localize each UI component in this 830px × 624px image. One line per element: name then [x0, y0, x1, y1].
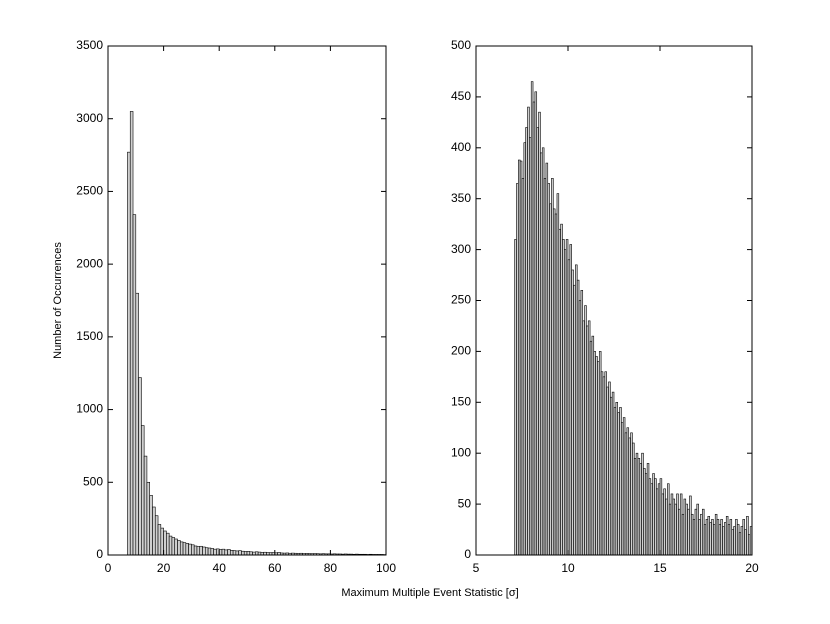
bar: [235, 550, 239, 555]
y-tick-label: 350: [451, 191, 471, 205]
bar: [143, 455, 148, 555]
bar: [135, 292, 139, 555]
y-tick-label: 450: [451, 89, 471, 103]
y-tick-label: 50: [458, 496, 472, 510]
bar: [174, 538, 178, 555]
y-tick-label: 250: [451, 293, 471, 307]
x-tick-label: 10: [561, 561, 575, 575]
axes-box: [107, 45, 387, 556]
bar: [205, 547, 209, 555]
bar: [185, 543, 189, 555]
x-tick-label: 40: [213, 561, 227, 575]
x-tick-label: 5: [473, 561, 480, 575]
bar: [238, 550, 242, 555]
x-tick-label: 80: [324, 561, 338, 575]
y-tick-label: 400: [451, 140, 471, 154]
x-tick-label: 0: [105, 561, 112, 575]
bar: [166, 532, 170, 555]
y-axis-label: Number of Occurrences: [52, 242, 64, 359]
bar: [210, 548, 214, 555]
y-tick-label: 500: [83, 474, 103, 488]
bar: [188, 543, 192, 555]
y-tick-label: 500: [451, 38, 471, 52]
bar: [196, 546, 201, 555]
bar: [179, 541, 184, 555]
y-tick-label: 100: [451, 445, 471, 459]
y-tick-label: 150: [451, 394, 471, 408]
bar: [129, 111, 134, 555]
x-tick-label: 100: [376, 561, 396, 575]
bar: [246, 551, 251, 555]
bar: [141, 425, 145, 555]
y-tick-label: 200: [451, 344, 471, 358]
bar: [191, 544, 195, 555]
y-tick-label: 1500: [76, 329, 103, 343]
bar: [224, 549, 228, 555]
bar: [154, 515, 159, 555]
bar: [207, 547, 212, 555]
bar: [171, 537, 176, 555]
bar: [193, 545, 198, 555]
bar: [202, 546, 206, 555]
bar: [221, 548, 226, 555]
bar: [132, 214, 137, 555]
x-tick-label: 15: [653, 561, 667, 575]
y-tick-label: 0: [464, 547, 471, 561]
plot-area: [514, 81, 752, 555]
y-tick-label: 300: [451, 242, 471, 256]
y-tick-label: 1000: [76, 402, 103, 416]
bar: [149, 495, 153, 555]
y-tick-label: 3000: [76, 111, 103, 125]
bar: [243, 551, 248, 555]
y-tick-label: 2500: [76, 184, 103, 198]
plot-area: [127, 111, 386, 555]
bar: [157, 524, 162, 555]
bar: [146, 481, 150, 555]
bar: [168, 535, 173, 555]
bar: [152, 506, 156, 555]
bar: [230, 550, 234, 555]
bar: [199, 545, 203, 555]
y-tick-label: 0: [96, 547, 103, 561]
bar: [241, 550, 245, 555]
y-tick-label: 2000: [76, 256, 103, 270]
bar: [213, 548, 217, 555]
bar: [232, 550, 237, 555]
x-tick-label: 20: [157, 561, 171, 575]
bar: [127, 151, 131, 555]
bar: [227, 549, 231, 555]
x-axis-label: Maximum Multiple Event Statistic [σ]: [341, 587, 518, 599]
bar: [182, 542, 187, 555]
y-tick-label: 3500: [76, 38, 103, 52]
bar: [138, 377, 142, 555]
bar: [177, 540, 181, 555]
x-tick-label: 60: [268, 561, 282, 575]
x-tick-label: 20: [745, 561, 759, 575]
